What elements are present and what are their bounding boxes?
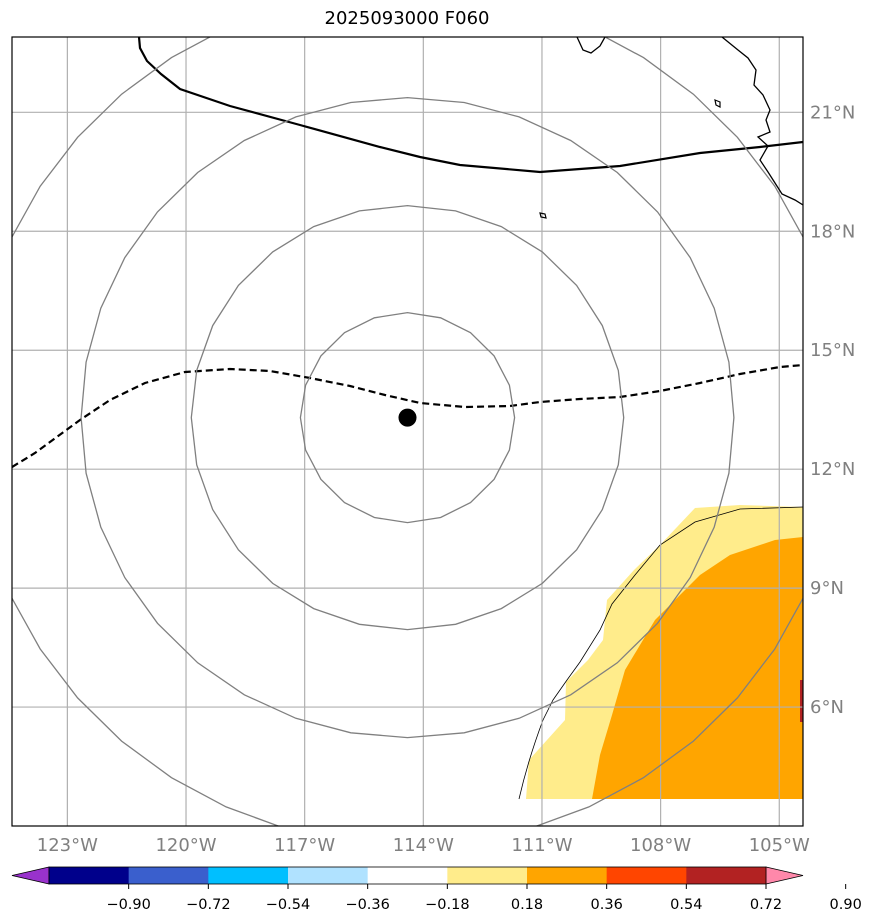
- lon-label: 123°W: [37, 835, 98, 856]
- range-ring-4: [12, 37, 803, 826]
- colorbar-outline: [48, 866, 767, 885]
- colorbar-tick-label: 0.90: [830, 897, 862, 913]
- colorbar-tick-label: −0.36: [345, 897, 389, 913]
- shaded-field-red-edge: [800, 680, 803, 722]
- colorbar-tick-label: 0.54: [670, 897, 702, 913]
- track-line-dashed: [12, 363, 803, 468]
- colorbar-segment-2: [208, 867, 289, 884]
- coastline-baja: [576, 37, 606, 54]
- track-line-solid: [137, 37, 803, 174]
- colorbar-tick-label: −0.90: [106, 897, 150, 913]
- colorbar-segment-6: [527, 867, 608, 884]
- colorbar-tick-label: 0.18: [511, 897, 543, 913]
- colorbar-segment-3: [288, 867, 369, 884]
- colorbar-tick-label: −0.18: [425, 897, 469, 913]
- map-title: 2025093000 F060: [324, 8, 490, 29]
- lon-label: 105°W: [749, 835, 810, 856]
- lon-label: 111°W: [511, 835, 572, 856]
- colorbar-tick-label: 0.72: [750, 897, 782, 913]
- lat-label: 6°N: [810, 697, 844, 718]
- range-ring-2: [190, 204, 625, 631]
- coastline-mexico: [721, 37, 803, 206]
- island-small: [714, 99, 721, 108]
- lat-label: 15°N: [810, 340, 855, 361]
- range-rings: [12, 37, 803, 826]
- field-contour: [518, 506, 803, 800]
- colorbar-tick-label: −0.72: [186, 897, 230, 913]
- map-frame: [11, 36, 804, 827]
- lon-label: 108°W: [630, 835, 691, 856]
- colorbar-segment-5: [447, 867, 528, 884]
- range-ring-1: [299, 311, 516, 524]
- latitude-labels: 21°N 18°N 15°N 12°N 9°N 6°N: [810, 102, 855, 718]
- lat-label: 21°N: [810, 102, 855, 123]
- colorbar-extend-high: [765, 866, 804, 885]
- map-panel: [12, 37, 803, 826]
- colorbar-segment-0: [49, 867, 130, 884]
- range-ring-3: [80, 96, 735, 739]
- island-socorro: [539, 212, 547, 219]
- lon-label: 114°W: [393, 835, 454, 856]
- lon-label: 117°W: [274, 835, 335, 856]
- colorbar-segment-7: [606, 867, 687, 884]
- colorbar-extend-low: [11, 866, 50, 885]
- shaded-field-orange: [592, 537, 803, 799]
- colorbar-segment-4: [367, 867, 448, 884]
- lat-label: 18°N: [810, 221, 855, 242]
- colorbar-tick-label: −0.54: [266, 897, 310, 913]
- colorbar-tick-label: 0.36: [591, 897, 623, 913]
- colorbar-segment-8: [686, 867, 767, 884]
- lat-label: 12°N: [810, 459, 855, 480]
- storm-center-marker: [398, 408, 417, 427]
- lon-label: 120°W: [155, 835, 216, 856]
- colorbar: −0.90 −0.72 −0.54 −0.36 −0.18 0.18 0.36 0.54 0.7…: [11, 866, 862, 913]
- longitude-labels: 123°W 120°W 117°W 114°W 111°W 108°W 105°W: [37, 835, 810, 856]
- colorbar-segment-1: [128, 867, 209, 884]
- lat-label: 9°N: [810, 578, 844, 599]
